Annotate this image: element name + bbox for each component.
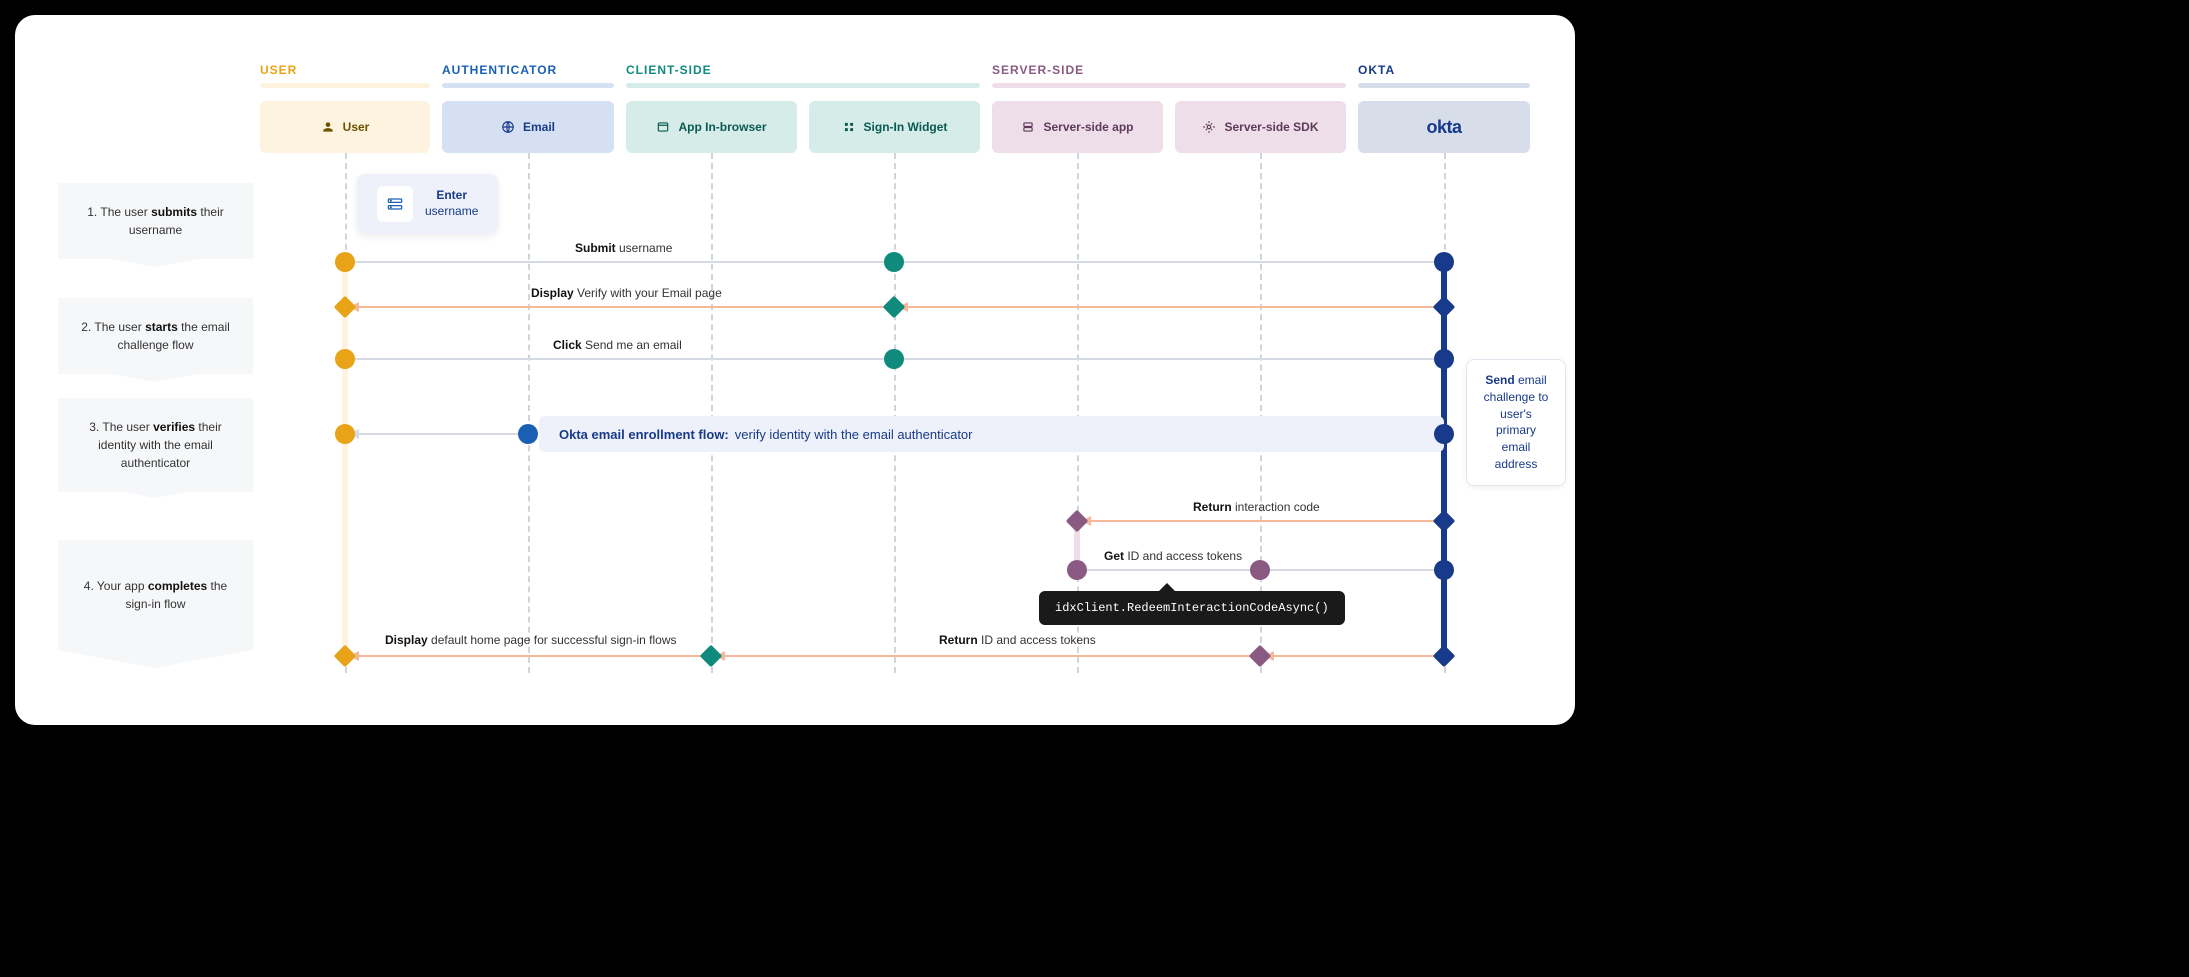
step-2: 2. The user starts the email challenge f… bbox=[58, 298, 253, 374]
msg-display-verify: Display Verify with your Email page bbox=[531, 286, 722, 300]
col-header-auth: AUTHENTICATOR bbox=[442, 63, 557, 77]
lane-auth: Email bbox=[442, 101, 614, 153]
node-user-r1 bbox=[335, 252, 355, 272]
lane-okta: okta bbox=[1358, 101, 1530, 153]
node-okta-r1 bbox=[1434, 252, 1454, 272]
enter-text: Enterusername bbox=[425, 188, 478, 219]
lifeline-thick-user bbox=[342, 262, 348, 656]
line-display-2 bbox=[908, 306, 1444, 308]
lane-client-a-label: App In-browser bbox=[678, 120, 766, 134]
lane-auth-label: Email bbox=[523, 120, 555, 134]
col-header-user: USER bbox=[260, 63, 297, 77]
line-submit-2 bbox=[894, 261, 1444, 263]
node-okta-r4 bbox=[1434, 424, 1454, 444]
gear-icon bbox=[1202, 120, 1216, 134]
col-header-client: CLIENT-SIDE bbox=[626, 63, 712, 77]
step-1: 1. The user submits their username bbox=[58, 183, 253, 259]
msg-display-home: Display default home page for successful… bbox=[385, 633, 676, 647]
user-icon bbox=[321, 120, 335, 134]
line-enroll bbox=[345, 433, 528, 435]
step-3: 3. The user verifies their identity with… bbox=[58, 398, 253, 492]
enter-username-box: Enterusername bbox=[357, 174, 498, 234]
col-bar-okta bbox=[1358, 83, 1530, 88]
line-click-2 bbox=[894, 358, 1444, 360]
line-return-code bbox=[1091, 520, 1444, 522]
lane-server-a: Server-side app bbox=[992, 101, 1163, 153]
code-tooltip: idxClient.RedeemInteractionCodeAsync() bbox=[1039, 591, 1345, 625]
node-widget-r1 bbox=[884, 252, 904, 272]
line-get-1 bbox=[1077, 569, 1260, 571]
lifeline-client-b bbox=[894, 153, 896, 673]
node-user-r2 bbox=[334, 296, 357, 319]
line-click-1 bbox=[345, 358, 894, 360]
node-sdk-r7 bbox=[1249, 645, 1272, 668]
line-return-tok2 bbox=[1274, 655, 1444, 657]
node-okta-r6 bbox=[1434, 560, 1454, 580]
node-widget-r3 bbox=[884, 349, 904, 369]
line-display-home bbox=[359, 655, 711, 657]
line-get-2 bbox=[1260, 569, 1444, 571]
browser-icon bbox=[656, 120, 670, 134]
node-server-r5 bbox=[1066, 510, 1089, 533]
lane-user: User bbox=[260, 101, 430, 153]
globe-icon bbox=[501, 120, 515, 134]
col-header-okta: OKTA bbox=[1358, 63, 1395, 77]
col-bar-auth bbox=[442, 83, 614, 88]
lane-client-b-label: Sign-In Widget bbox=[864, 120, 948, 134]
lane-server-b-label: Server-side SDK bbox=[1224, 120, 1318, 134]
node-sdk-r6 bbox=[1250, 560, 1270, 580]
lifeline-thick-okta bbox=[1441, 262, 1447, 656]
lifeline-auth bbox=[528, 153, 530, 673]
lane-server-b: Server-side SDK bbox=[1175, 101, 1346, 153]
form-icon bbox=[377, 186, 413, 222]
grid-icon bbox=[842, 120, 856, 134]
enrollment-flow-box: Okta email enrollment flow: verify ident… bbox=[539, 416, 1444, 452]
line-return-tok bbox=[725, 655, 1260, 657]
okta-logo: okta bbox=[1426, 117, 1461, 138]
node-user-r4 bbox=[335, 424, 355, 444]
msg-click: Click Send me an email bbox=[553, 338, 682, 352]
lane-user-label: User bbox=[343, 120, 370, 134]
line-display-1 bbox=[359, 306, 894, 308]
lifeline-client-a bbox=[711, 153, 713, 673]
step-4: 4. Your app completes the sign-in flow bbox=[58, 540, 253, 650]
msg-return-tok: Return ID and access tokens bbox=[939, 633, 1096, 647]
line-submit-1 bbox=[345, 261, 894, 263]
diagram-canvas: USER AUTHENTICATOR CLIENT-SIDE SERVER-SI… bbox=[15, 15, 1575, 725]
lane-client-a: App In-browser bbox=[626, 101, 797, 153]
node-okta-r3 bbox=[1434, 349, 1454, 369]
msg-submit: Submit username bbox=[575, 241, 672, 255]
col-bar-client bbox=[626, 83, 980, 88]
node-okta-r5 bbox=[1433, 510, 1456, 533]
lane-client-b: Sign-In Widget bbox=[809, 101, 980, 153]
node-browser-r7 bbox=[700, 645, 723, 668]
code-tooltip-tip bbox=[1159, 583, 1175, 591]
node-widget-r2 bbox=[883, 296, 906, 319]
node-user-r3 bbox=[335, 349, 355, 369]
msg-return-code: Return interaction code bbox=[1193, 500, 1320, 514]
node-okta-r2 bbox=[1433, 296, 1456, 319]
col-header-server: SERVER-SIDE bbox=[992, 63, 1084, 77]
node-auth-r4 bbox=[518, 424, 538, 444]
col-bar-user bbox=[260, 83, 430, 88]
server-icon bbox=[1021, 120, 1035, 134]
node-okta-r7 bbox=[1433, 645, 1456, 668]
col-bar-server bbox=[992, 83, 1346, 88]
lane-server-a-label: Server-side app bbox=[1043, 120, 1133, 134]
node-server-r6 bbox=[1067, 560, 1087, 580]
send-email-box: Send email challenge to user's primary e… bbox=[1466, 359, 1566, 486]
node-user-r7 bbox=[334, 645, 357, 668]
msg-get: Get ID and access tokens bbox=[1104, 549, 1242, 563]
